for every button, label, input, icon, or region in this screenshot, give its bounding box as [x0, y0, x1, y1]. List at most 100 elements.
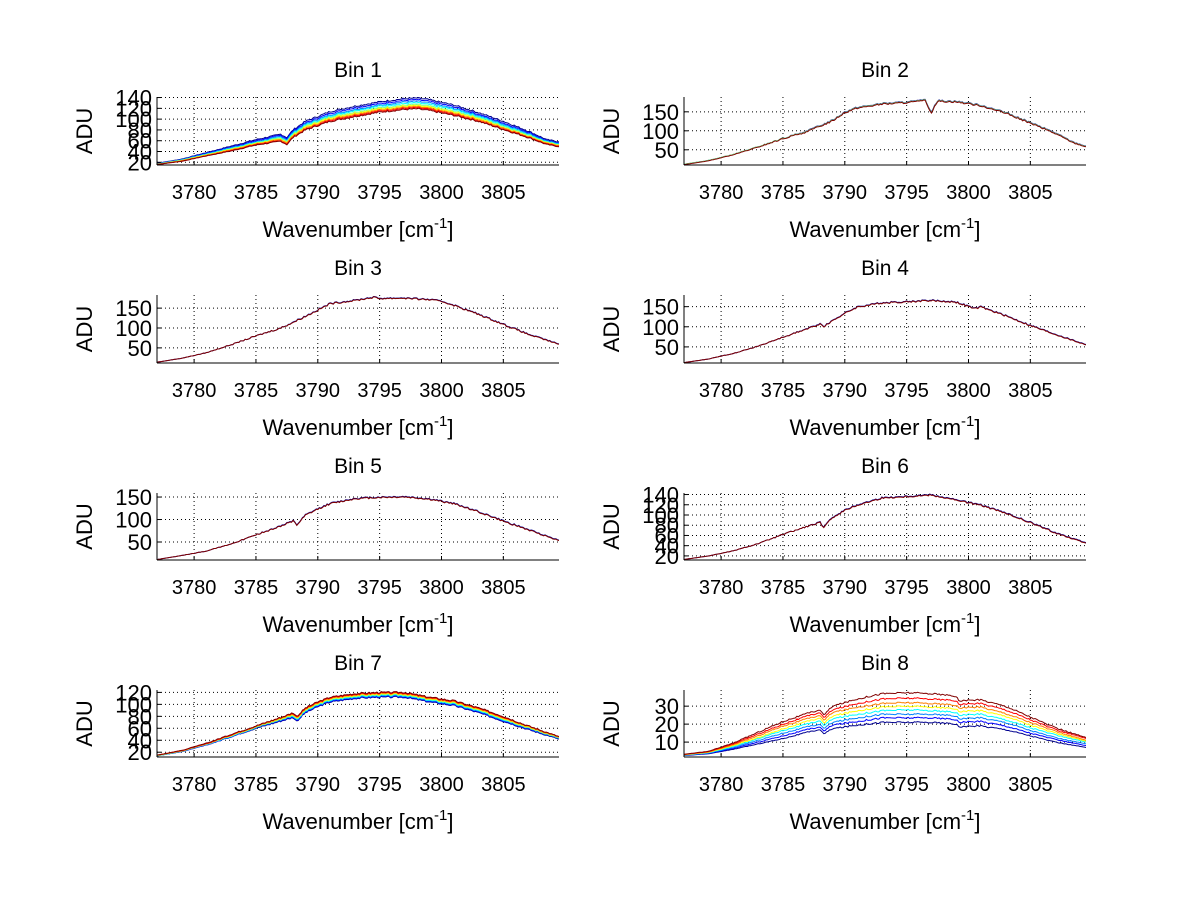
- x-axis-label-end: ]: [447, 612, 453, 637]
- x-tick-label: 3790: [296, 577, 341, 599]
- x-axis-label-end: ]: [447, 217, 453, 242]
- series-line-9: [157, 691, 559, 756]
- x-tick-label: 3790: [823, 577, 868, 599]
- y-tick-label: 120: [115, 680, 152, 705]
- x-tick-label: 3805: [481, 182, 526, 204]
- x-tick-label: 3790: [823, 774, 868, 796]
- y-tick-label: 10: [655, 730, 679, 755]
- x-axis-label-text: Wavenumber [cm: [262, 612, 434, 637]
- y-axis-label: ADU: [72, 700, 97, 746]
- x-tick-label: 3785: [234, 380, 279, 402]
- x-tick-label: 3800: [946, 182, 991, 204]
- x-axis-label-text: Wavenumber [cm: [262, 415, 434, 440]
- x-tick-label: 3785: [761, 182, 806, 204]
- x-tick-label: 3780: [699, 774, 744, 796]
- x-axis-label-end: ]: [974, 415, 980, 440]
- x-tick-label: 3795: [884, 380, 929, 402]
- y-tick-label: 50: [655, 335, 679, 360]
- series-group: [684, 299, 1086, 363]
- y-tick-label: 80: [128, 118, 152, 143]
- y-axis-label: ADU: [599, 306, 624, 352]
- x-tick-label: 3790: [823, 380, 868, 402]
- series-line-3: [684, 712, 1086, 756]
- y-tick-label: 20: [655, 712, 679, 737]
- series-group: [684, 493, 1086, 560]
- series-line-1: [157, 97, 559, 164]
- series-group: [157, 295, 559, 363]
- x-tick-label: 3795: [357, 774, 402, 796]
- subplot-title: Bin 7: [334, 652, 382, 675]
- x-axis-label: Wavenumber [cm-1]: [789, 610, 980, 637]
- subplot-title: Bin 8: [861, 652, 909, 675]
- y-tick-label: 20: [128, 740, 152, 765]
- subplot-title: Bin 1: [334, 59, 382, 82]
- x-tick-label: 3780: [699, 182, 744, 204]
- x-tick-label: 3795: [357, 577, 402, 599]
- series-line-9: [157, 107, 559, 165]
- y-tick-label: 100: [642, 503, 679, 528]
- x-axis-label: Wavenumber [cm-1]: [789, 413, 980, 440]
- x-axis-label: Wavenumber [cm-1]: [789, 215, 980, 242]
- x-tick-label: 3805: [481, 577, 526, 599]
- x-tick-label: 3800: [946, 380, 991, 402]
- x-axis-label-superscript: -1: [434, 413, 447, 430]
- x-tick-label: 3800: [946, 774, 991, 796]
- grid: [157, 295, 559, 363]
- series-line-2: [157, 695, 559, 757]
- y-tick-label: 100: [642, 119, 679, 144]
- x-axis-label-text: Wavenumber [cm: [262, 217, 434, 242]
- x-tick-label: 3805: [1008, 380, 1053, 402]
- y-tick-label: 80: [655, 513, 679, 538]
- x-tick-label: 3790: [296, 774, 341, 796]
- y-tick-label: 50: [128, 530, 152, 555]
- grid: [684, 97, 1086, 165]
- y-tick-label: 20: [655, 544, 679, 569]
- x-axis-label-end: ]: [447, 415, 453, 440]
- y-tick-label: 140: [115, 86, 152, 111]
- x-axis-label-superscript: -1: [961, 413, 974, 430]
- series-line-4: [157, 101, 559, 165]
- series-line-6: [684, 701, 1086, 756]
- x-axis-label-text: Wavenumber [cm: [789, 809, 961, 834]
- series-line-2: [684, 493, 1086, 560]
- x-axis-label-text: Wavenumber [cm: [789, 415, 961, 440]
- subplot-bin-6: Bin 6 3780 3785 3790 3795 3800 3805 20406080100…: [599, 455, 1086, 637]
- x-axis-label-superscript: -1: [434, 610, 447, 627]
- y-tick-label: 30: [655, 694, 679, 719]
- series-line-2: [684, 299, 1086, 363]
- y-tick-label: 150: [642, 295, 679, 320]
- series-line-4: [684, 708, 1086, 756]
- y-tick-label: 100: [115, 316, 152, 341]
- x-axis-label-end: ]: [974, 217, 980, 242]
- x-tick-label: 3790: [296, 380, 341, 402]
- series-line-8: [684, 691, 1086, 755]
- y-tick-label: 60: [655, 523, 679, 548]
- y-axis-label: ADU: [599, 108, 624, 154]
- grid: [684, 295, 1086, 363]
- x-axis-label: Wavenumber [cm-1]: [262, 413, 453, 440]
- x-tick-label: 3785: [761, 577, 806, 599]
- x-axis-label-superscript: -1: [434, 215, 447, 232]
- x-tick-label: 3780: [699, 577, 744, 599]
- x-tick-label: 3805: [1008, 577, 1053, 599]
- x-axis-label: Wavenumber [cm-1]: [789, 807, 980, 834]
- x-tick-label: 3785: [761, 380, 806, 402]
- y-tick-label: 120: [115, 96, 152, 121]
- x-axis-label-superscript: -1: [434, 807, 447, 824]
- x-axis-label-end: ]: [974, 809, 980, 834]
- x-tick-label: 3785: [234, 577, 279, 599]
- y-axis-label: ADU: [72, 503, 97, 549]
- series-group: [684, 691, 1086, 757]
- x-axis-label-text: Wavenumber [cm: [789, 217, 961, 242]
- x-axis-label-text: Wavenumber [cm: [262, 809, 434, 834]
- y-axis-label: ADU: [599, 700, 624, 746]
- x-tick-label: 3795: [357, 380, 402, 402]
- x-tick-label: 3805: [481, 380, 526, 402]
- x-axis-label-superscript: -1: [961, 807, 974, 824]
- series-group: [157, 691, 559, 757]
- series-group: [684, 98, 1086, 165]
